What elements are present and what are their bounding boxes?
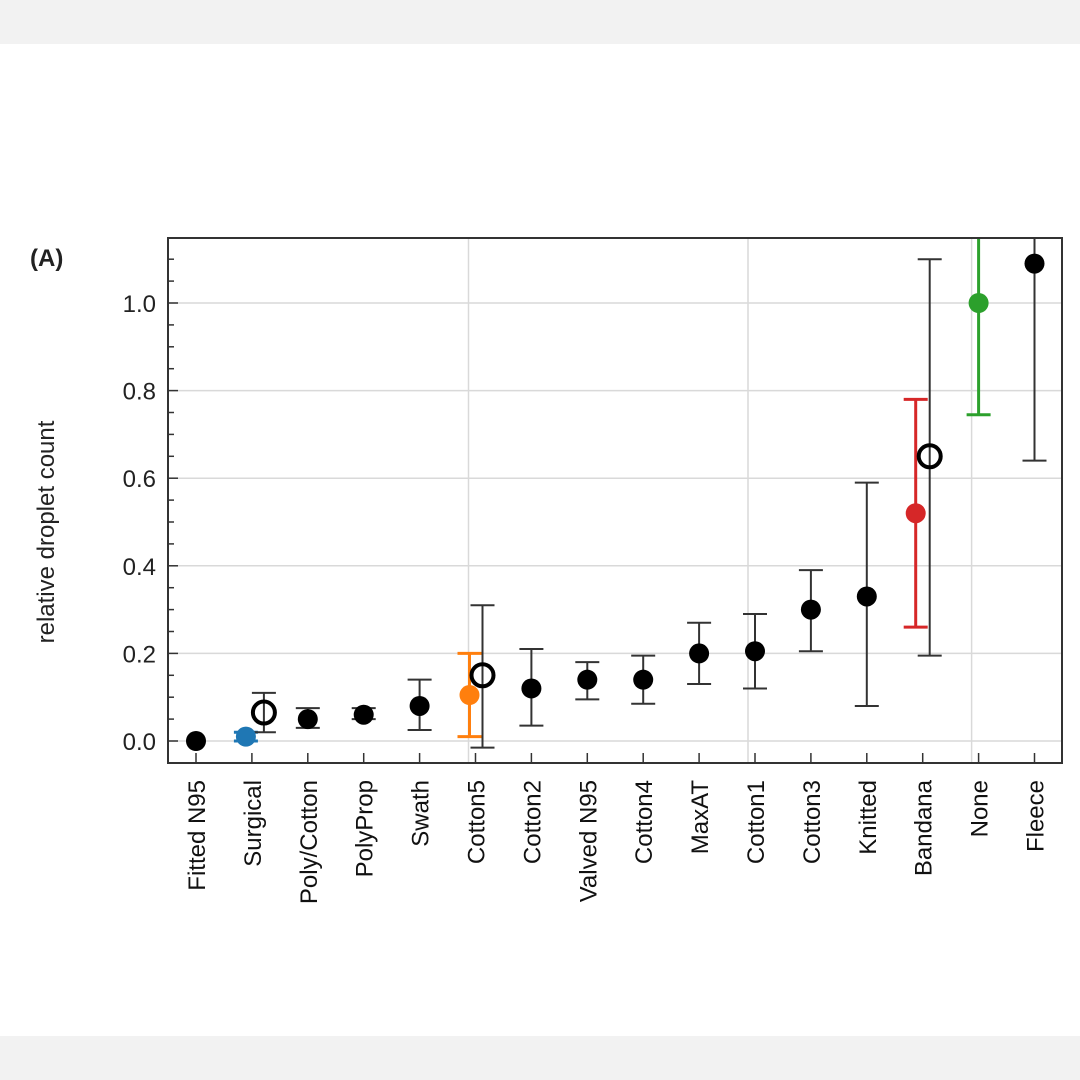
filled-marker xyxy=(577,669,598,690)
axis-ticks xyxy=(168,258,1036,763)
x-tick-label: None xyxy=(967,780,994,837)
panel-label: (A) xyxy=(30,245,63,272)
x-tick-label: Cotton5 xyxy=(464,780,491,864)
y-tick-label: 0.6 xyxy=(123,466,156,493)
x-tick-label: Valved N95 xyxy=(575,780,602,902)
y-tick-label: 0.0 xyxy=(123,729,156,756)
filled-marker xyxy=(521,678,542,699)
x-tick-label: Fleece xyxy=(1023,780,1050,852)
filled-marker xyxy=(409,695,430,716)
x-tick-label: MaxAT xyxy=(687,780,714,855)
x-tick-label: Cotton4 xyxy=(631,780,658,864)
filled-marker xyxy=(856,586,877,607)
x-tick-labels: Fitted N95 Surgical Poly/Cotton PolyProp Swa… xyxy=(184,779,1050,904)
filled-marker xyxy=(800,599,821,620)
filled-marker xyxy=(689,643,710,664)
filled-marker xyxy=(353,704,374,725)
y-tick-label: 0.8 xyxy=(123,379,156,406)
filled-marker xyxy=(968,293,989,313)
x-tick-label: Fitted N95 xyxy=(184,780,211,891)
y-tick-label: 0.2 xyxy=(123,641,156,668)
filled-marker xyxy=(745,641,765,662)
x-tick-label: Surgical xyxy=(240,780,267,867)
filled-marker xyxy=(905,503,926,524)
open-marker xyxy=(916,443,943,470)
x-tick-label: Knitted xyxy=(855,780,882,855)
filled-marker xyxy=(633,669,654,690)
grid-lines xyxy=(168,238,1062,763)
figure-card xyxy=(0,44,1080,1036)
y-tick-label: 0.4 xyxy=(123,554,156,581)
filled-marker xyxy=(297,709,318,730)
x-tick-label: Cotton3 xyxy=(799,780,826,864)
open-marker xyxy=(250,699,277,726)
filled-marker xyxy=(186,731,206,751)
y-axis-title: relative droplet count xyxy=(33,420,60,643)
x-tick-label: Cotton1 xyxy=(743,780,770,864)
data-points xyxy=(186,253,1045,751)
x-tick-label: PolyProp xyxy=(352,780,379,877)
x-tick-label: Swath xyxy=(408,780,435,847)
plot-frame xyxy=(167,237,1063,764)
y-tick-label: 1.0 xyxy=(123,291,156,318)
filled-marker xyxy=(459,685,480,706)
y-tick-labels: 0.0 0.2 0.4 0.6 0.8 1.0 xyxy=(123,291,156,756)
x-tick-label: Cotton2 xyxy=(519,780,546,864)
x-tick-label: Poly/Cotton xyxy=(296,780,323,904)
open-marker xyxy=(469,662,496,689)
filled-marker xyxy=(235,726,256,747)
x-tick-label: Bandana xyxy=(911,779,938,876)
filled-marker xyxy=(1024,253,1045,274)
